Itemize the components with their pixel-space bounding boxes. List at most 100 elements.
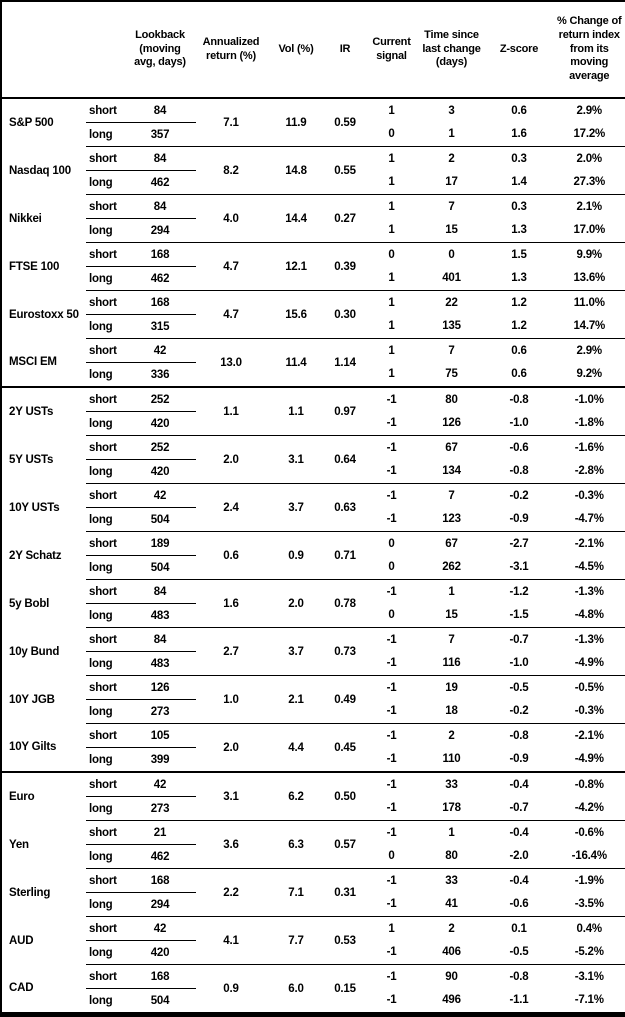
signal-value: -1 bbox=[386, 802, 397, 815]
table-row: long 336 1 75 0.6 9.2% bbox=[1, 363, 625, 388]
vol-value: 7.1 bbox=[266, 868, 326, 917]
position-label: long bbox=[89, 946, 113, 959]
signal-value: -1 bbox=[386, 657, 397, 670]
time-since-value: 7 bbox=[419, 627, 484, 652]
time-since-value: 80 bbox=[419, 386, 484, 412]
pct-change-value: -4.5% bbox=[574, 561, 604, 574]
signal-value: -1 bbox=[364, 723, 419, 748]
ir-value: 1.14 bbox=[326, 338, 364, 387]
pct-change-value: -3.1% bbox=[554, 964, 625, 989]
z-score-value: -0.8 bbox=[509, 465, 529, 478]
z-score-value: -1.0 bbox=[509, 417, 529, 430]
pct-change-value: 14.7% bbox=[573, 320, 606, 333]
lookback-value: 105 bbox=[124, 723, 196, 748]
signal-value: 0 bbox=[388, 850, 395, 863]
z-score-value: 0.1 bbox=[484, 916, 554, 941]
position-label: short bbox=[86, 627, 124, 652]
header-z-score: Z-score bbox=[484, 1, 554, 99]
signal-value: 1 bbox=[364, 97, 419, 123]
lookback-value: 42 bbox=[124, 483, 196, 508]
pct-change-value: -4.2% bbox=[574, 802, 604, 815]
z-score-value: -0.9 bbox=[509, 513, 529, 526]
position-label: long bbox=[89, 753, 113, 766]
signal-value: -1 bbox=[386, 465, 397, 478]
table-row: Euro short 42 3.1 6.2 0.50 -1 33 -0.4 -0.8% bbox=[1, 771, 625, 821]
time-since-value: 19 bbox=[419, 675, 484, 700]
vol-value: 15.6 bbox=[266, 290, 326, 339]
table-row: Yen short 21 3.6 6.3 0.57 -1 1 -0.4 -0.6% bbox=[1, 820, 625, 869]
z-score-value: -1.1 bbox=[509, 994, 529, 1007]
vol-value: 6.3 bbox=[266, 820, 326, 869]
z-score-value: -0.6 bbox=[484, 435, 554, 460]
table-row: long 504 -1 496 -1.1 -7.1% bbox=[1, 989, 625, 1015]
pct-change-value: -0.5% bbox=[554, 675, 625, 700]
asset-name: Euro bbox=[1, 771, 86, 821]
table-row: long 294 1 15 1.3 17.0% bbox=[1, 219, 625, 243]
table-row: long 504 0 262 -3.1 -4.5% bbox=[1, 556, 625, 580]
lookback-value: 21 bbox=[124, 820, 196, 845]
z-score-value: -0.5 bbox=[509, 946, 529, 959]
vol-value: 7.7 bbox=[266, 916, 326, 965]
table-row: FTSE 100 short 168 4.7 12.1 0.39 0 0 1.5 9.9% bbox=[1, 242, 625, 291]
position-label: short bbox=[86, 531, 124, 556]
signal-value: -1 bbox=[386, 513, 397, 526]
z-score-value: -0.8 bbox=[484, 723, 554, 748]
table-row: 2Y USTs short 252 1.1 1.1 0.97 -1 80 -0.8 -1.0% bbox=[1, 386, 625, 436]
vol-value: 14.8 bbox=[266, 146, 326, 195]
annualized-return-value: 4.1 bbox=[196, 916, 266, 965]
table-row: long 420 -1 126 -1.0 -1.8% bbox=[1, 412, 625, 436]
pct-change-value: -0.8% bbox=[554, 771, 625, 797]
lookback-value: 420 bbox=[150, 417, 170, 430]
annualized-return-value: 3.6 bbox=[196, 820, 266, 869]
asset-name: 2Y Schatz bbox=[9, 549, 62, 562]
time-since-value: 126 bbox=[442, 417, 461, 430]
pct-change-value: -5.2% bbox=[574, 946, 604, 959]
ir-value: 0.49 bbox=[326, 675, 364, 724]
z-score-value: -0.4 bbox=[484, 868, 554, 893]
lookback-value: 126 bbox=[124, 675, 196, 700]
ir-value: 0.64 bbox=[326, 435, 364, 484]
z-score-value: -1.2 bbox=[484, 579, 554, 604]
time-since-value: 1 bbox=[448, 128, 455, 141]
signal-value: -1 bbox=[364, 868, 419, 893]
z-score-value: 1.5 bbox=[484, 242, 554, 267]
position-label: long bbox=[89, 465, 113, 478]
table-row: long 273 -1 18 -0.2 -0.3% bbox=[1, 700, 625, 724]
asset-name: Yen bbox=[9, 838, 29, 851]
pct-change-value: 17.2% bbox=[573, 128, 606, 141]
z-score-value: -0.9 bbox=[509, 753, 529, 766]
ir-value: 0.55 bbox=[326, 146, 364, 195]
signal-value: -1 bbox=[364, 579, 419, 604]
pct-change-value: -1.8% bbox=[574, 417, 604, 430]
pct-change-value: -4.7% bbox=[574, 513, 604, 526]
z-score-value: -0.7 bbox=[484, 627, 554, 652]
signal-value: 1 bbox=[364, 290, 419, 315]
pct-change-value: -1.6% bbox=[554, 435, 625, 460]
annualized-return-value: 0.6 bbox=[196, 531, 266, 580]
lookback-value: 84 bbox=[124, 194, 196, 219]
time-since-value: 123 bbox=[442, 513, 461, 526]
pct-change-value: 11.0% bbox=[554, 290, 625, 315]
time-since-value: 75 bbox=[445, 368, 458, 381]
time-since-value: 496 bbox=[442, 994, 461, 1007]
table-row: AUD short 42 4.1 7.7 0.53 1 2 0.1 0.4% bbox=[1, 916, 625, 965]
table-row: S&P 500 short 84 7.1 11.9 0.59 1 3 0.6 2.9% bbox=[1, 97, 625, 147]
time-since-value: 17 bbox=[445, 176, 458, 189]
time-since-value: 401 bbox=[442, 272, 461, 285]
asset-name: 10Y Gilts bbox=[9, 741, 57, 754]
pct-change-value: 2.1% bbox=[554, 194, 625, 219]
ir-value: 0.39 bbox=[326, 242, 364, 291]
annualized-return-value: 8.2 bbox=[196, 146, 266, 195]
lookback-value: 84 bbox=[124, 579, 196, 604]
z-score-value: -0.6 bbox=[509, 898, 529, 911]
table-row: Nikkei short 84 4.0 14.4 0.27 1 7 0.3 2.1% bbox=[1, 194, 625, 243]
position-label: long bbox=[89, 898, 113, 911]
position-label: short bbox=[86, 97, 124, 123]
table-row: Sterling short 168 2.2 7.1 0.31 -1 33 -0.4 -1.9% bbox=[1, 868, 625, 917]
vol-value: 11.9 bbox=[266, 97, 326, 147]
z-score-value: 1.4 bbox=[511, 176, 527, 189]
asset-name: 2Y USTs bbox=[1, 386, 86, 436]
time-since-value: 178 bbox=[442, 802, 461, 815]
pct-change-value: -1.9% bbox=[554, 868, 625, 893]
